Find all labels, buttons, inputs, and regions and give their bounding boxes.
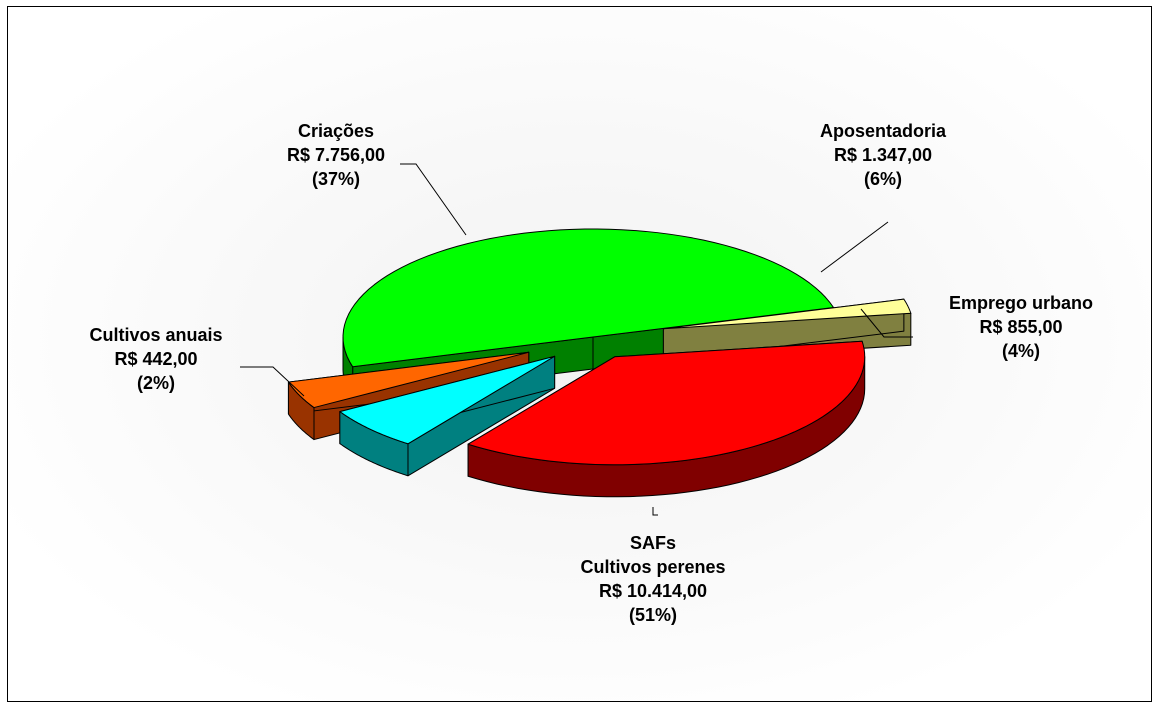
slice-label-value-0: R$ 10.414,00 xyxy=(599,581,707,601)
leader-line-1 xyxy=(240,366,305,397)
slice-label-percent-2: (37%) xyxy=(312,169,360,189)
slice-label-name-1-0: Cultivos anuais xyxy=(89,325,222,345)
slice-label-percent-0: (51%) xyxy=(629,605,677,625)
pie-slice-2 xyxy=(467,340,866,498)
leader-line-2 xyxy=(400,163,467,236)
pie-slice-3 xyxy=(339,355,556,477)
slice-label-name-2-0: Criações xyxy=(298,121,374,141)
leader-line-4 xyxy=(860,308,913,338)
slice-label-name-3-0: Aposentadoria xyxy=(820,121,947,141)
slice-label-percent-3: (6%) xyxy=(864,169,902,189)
slice-label-name-0-0: SAFs xyxy=(630,533,676,553)
slice-label-percent-4: (4%) xyxy=(1002,341,1040,361)
pie-chart: SAFs Cultivos perenes R$ 10.414,00 (51%) Cul… xyxy=(89,121,1093,625)
pie-slice-3-top xyxy=(339,355,556,445)
slice-label-value-1: R$ 442,00 xyxy=(114,349,197,369)
slice-label-value-2: R$ 7.756,00 xyxy=(287,145,385,165)
leader-line-0 xyxy=(652,507,658,516)
slice-label-name-4-0: Emprego urbano xyxy=(949,293,1093,313)
slice-label-name-0-1: Cultivos perenes xyxy=(580,557,725,577)
pie-slice-4-top xyxy=(287,351,530,409)
slice-label-value-3: R$ 1.347,00 xyxy=(834,145,932,165)
pie-slice-1-top xyxy=(662,298,912,330)
pie-slice-2-top xyxy=(467,340,866,466)
leader-line-3 xyxy=(820,221,889,273)
pie-slice-0-top xyxy=(342,228,834,368)
slice-label-value-4: R$ 855,00 xyxy=(979,317,1062,337)
slice-label-percent-1: (2%) xyxy=(137,373,175,393)
chart-frame: SAFs Cultivos perenes R$ 10.414,00 (51%) Cul… xyxy=(7,6,1152,702)
